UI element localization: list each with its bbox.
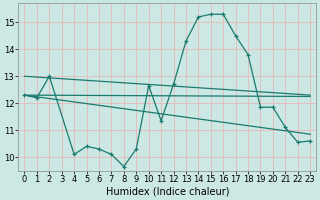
X-axis label: Humidex (Indice chaleur): Humidex (Indice chaleur) [106, 187, 229, 197]
